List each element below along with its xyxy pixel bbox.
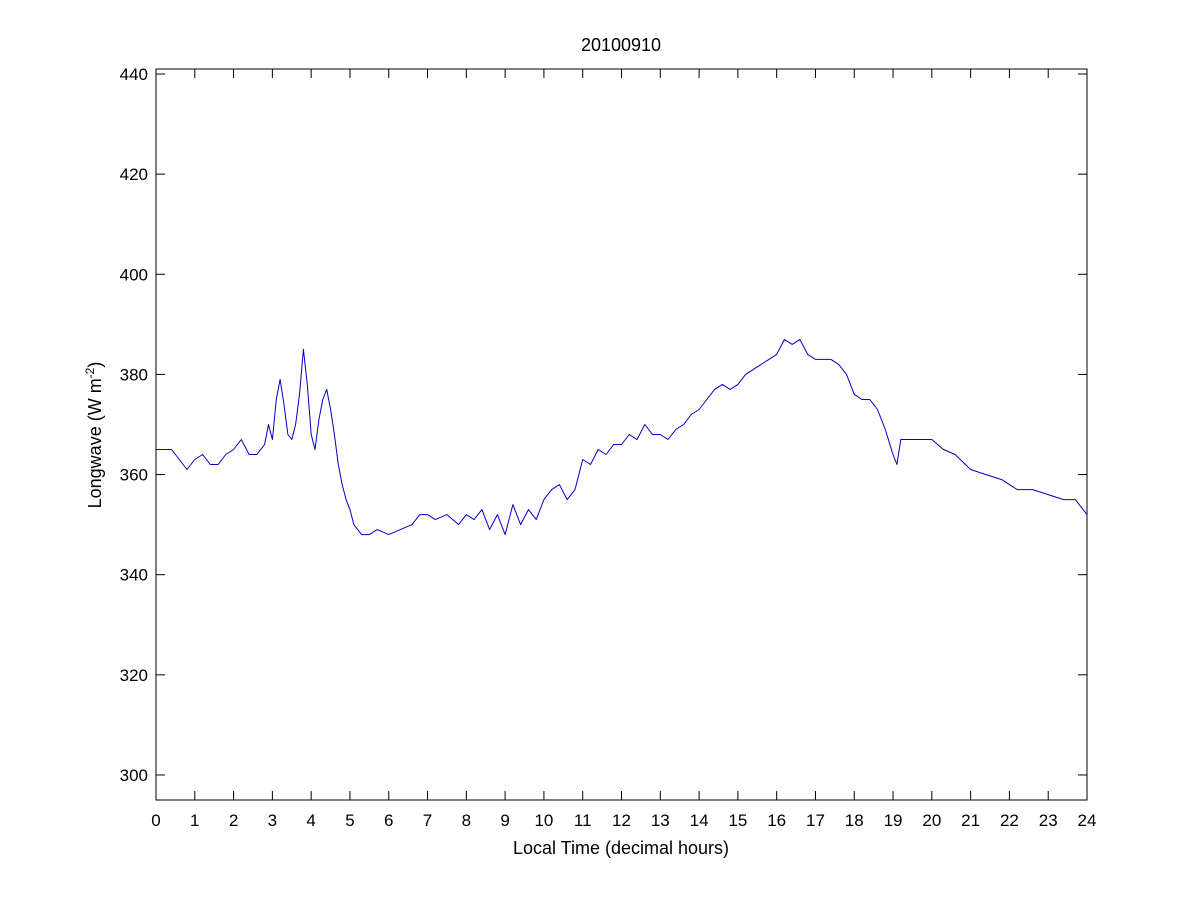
y-axis-label: Longwave (W m-2) [83,362,105,509]
series-layer [156,338,1088,536]
x-tick-label: 22 [1000,811,1019,830]
x-tick-label: 9 [500,811,509,830]
x-tick-label: 7 [423,811,432,830]
y-tick-label: 400 [120,265,148,284]
x-tick-label: 20 [922,811,941,830]
x-tick-label: 4 [306,811,315,830]
x-tick-label: 19 [884,811,903,830]
x-axis-label: Local Time (decimal hours) [513,838,729,858]
x-tick-label: 3 [268,811,277,830]
x-tick-label: 16 [767,811,786,830]
x-tick-label: 13 [651,811,670,830]
y-axis-ticks: 300 320 340 360 380 400 420 440 [120,65,1087,785]
x-tick-label: 18 [845,811,864,830]
y-axis-label-suffix: ) [85,362,105,368]
y-tick-label: 440 [120,65,148,84]
y-axis-label-superscript: -2 [83,367,97,378]
x-tick-label: 0 [151,811,160,830]
longwave-series-line [156,338,1088,536]
y-axis-label-main: Longwave (W m [85,378,105,508]
y-tick-label: 380 [120,365,148,384]
chart-title: 20100910 [581,35,661,55]
y-tick-label: 320 [120,666,148,685]
plot-area [155,68,1088,801]
x-tick-label: 6 [384,811,393,830]
y-tick-label: 340 [120,566,148,585]
x-tick-label: 11 [574,811,592,830]
x-tick-label: 24 [1078,811,1097,830]
x-tick-label: 23 [1039,811,1058,830]
x-tick-label: 10 [534,811,553,830]
x-axis-ticks: 0 1 2 3 4 5 6 7 8 9 10 11 12 13 14 15 16 17 18 19 20 21 22 23 24 [151,69,1096,830]
x-tick-label: 8 [462,811,471,830]
x-tick-label: 2 [229,811,238,830]
x-tick-label: 21 [961,811,980,830]
x-tick-label: 17 [806,811,825,830]
y-tick-label: 300 [120,766,148,785]
x-tick-label: 15 [728,811,747,830]
x-tick-label: 14 [690,811,709,830]
y-tick-label: 420 [120,165,148,184]
x-tick-label: 1 [190,811,199,830]
x-tick-label: 12 [612,811,631,830]
x-tick-label: 5 [345,811,354,830]
y-tick-label: 360 [120,466,148,485]
